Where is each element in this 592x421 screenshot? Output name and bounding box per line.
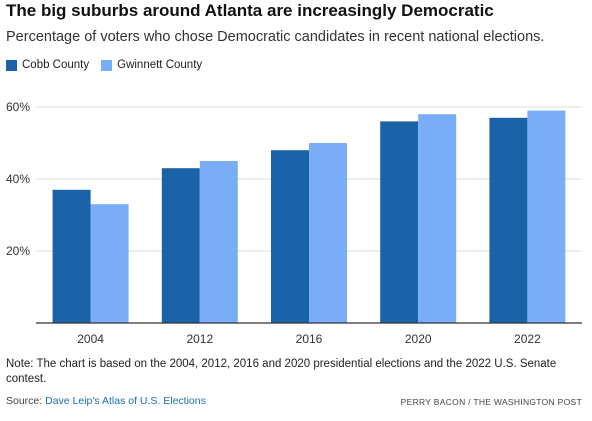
y-tick-label: 40%: [6, 172, 30, 186]
y-tick-label: 60%: [6, 100, 30, 114]
bar-cobb-2016: [271, 150, 309, 323]
bar-gwinnett-2004: [90, 204, 129, 323]
legend-label-gwinnett: Gwinnett County: [117, 59, 203, 71]
bar-gwinnett-2020: [418, 114, 457, 323]
x-tick-label: 2016: [296, 332, 323, 346]
legend-swatch-gwinnett: [101, 59, 113, 71]
source-line: Source: Dave Leip's Atlas of U.S. Electi…: [6, 395, 206, 407]
legend-item-cobb: Cobb County: [6, 59, 89, 71]
legend-label-cobb: Cobb County: [22, 59, 90, 71]
x-tick-label: 2022: [514, 332, 541, 346]
x-tick-label: 2020: [405, 332, 432, 346]
bar-gwinnett-2022: [527, 110, 566, 323]
y-tick-label: 20%: [6, 244, 30, 258]
x-tick-label: 2012: [186, 332, 213, 346]
bar-cobb-2020: [380, 121, 419, 324]
bar-cobb-2012: [161, 168, 200, 323]
source-link[interactable]: Dave Leip's Atlas of U.S. Elections: [45, 395, 206, 407]
bar-gwinnett-2016: [309, 143, 347, 323]
legend-swatch-cobb: [6, 59, 17, 71]
credit-line: PERRY BACON / THE WASHINGTON POST: [400, 397, 582, 407]
bar-cobb-2022: [489, 117, 528, 323]
bar-gwinnett-2012: [199, 161, 238, 323]
chart-subtitle: Percentage of voters who chose Democrati…: [6, 29, 545, 45]
chart-note: Note: The chart is based on the 2004, 20…: [6, 358, 557, 385]
x-tick-label: 2004: [77, 332, 104, 346]
chart-title: The big suburbs around Atlanta are incre…: [6, 1, 494, 20]
bar-cobb-2004: [52, 189, 91, 323]
source-label: Source:: [6, 395, 46, 407]
legend-item-gwinnett: Gwinnett County: [101, 59, 202, 71]
bar-chart: 20% 40% 60% 2004 2012 2016 2020 2022: [6, 100, 582, 346]
legend: Cobb County Gwinnett County: [6, 59, 214, 71]
